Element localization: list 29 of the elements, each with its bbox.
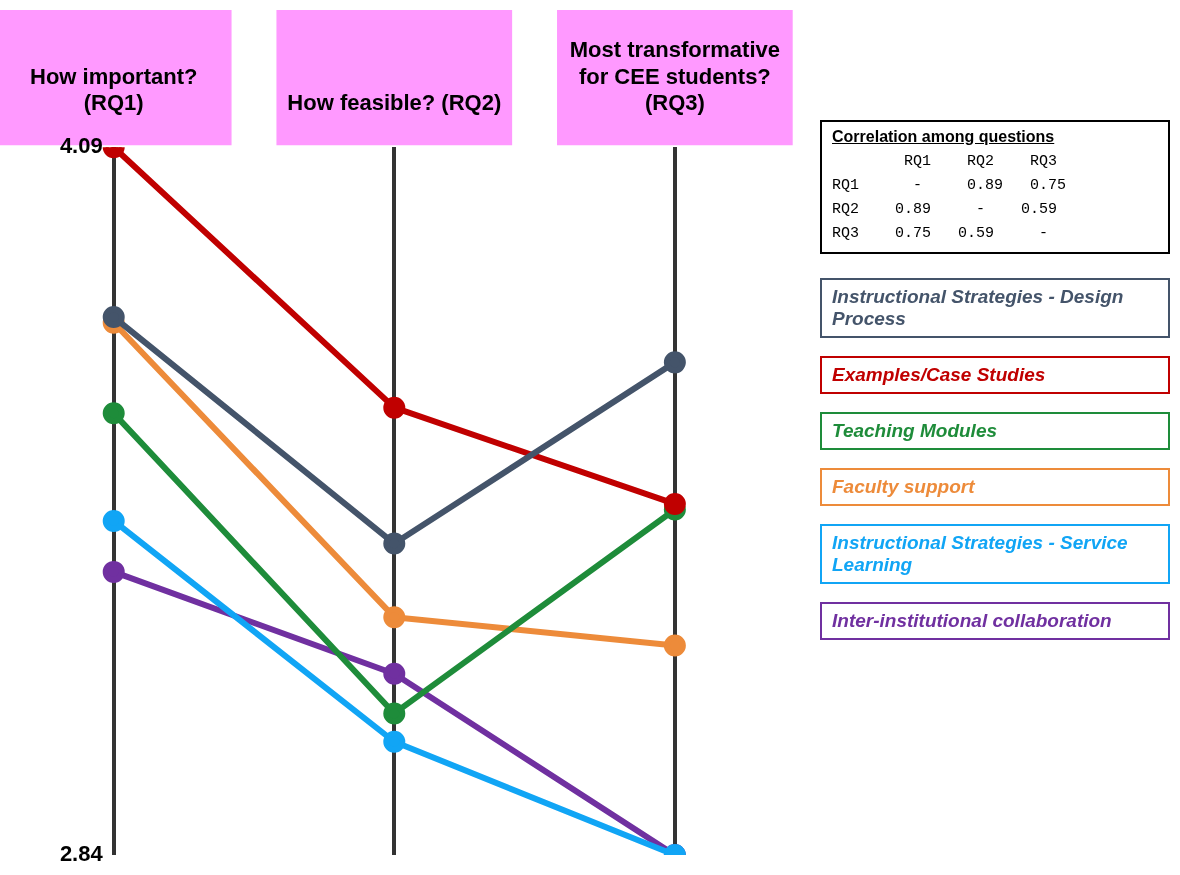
text: Examples/Case Studies xyxy=(820,356,1170,394)
point xyxy=(383,662,406,685)
x-tick-label: Most transformative for CEE students? (RQ3) xyxy=(569,37,781,116)
point xyxy=(383,702,406,725)
x-tick-label: How important? (RQ1) xyxy=(30,63,198,116)
text: Teaching Modules xyxy=(820,412,1170,450)
text: RQ3 0.75 0.59 - xyxy=(832,224,1050,244)
text: Inter-institutional collaboration xyxy=(820,602,1170,640)
text: RQ1 - 0.89 0.75 xyxy=(832,176,1068,196)
text: Instructional Strategies - Design Process xyxy=(820,278,1170,338)
y-tick-label: 4.09 xyxy=(59,133,103,159)
text: RQ1 RQ2 RQ3 xyxy=(903,152,1059,172)
point xyxy=(663,351,686,374)
text: RQ2 0.89 - 0.59 xyxy=(832,200,1059,220)
point xyxy=(102,306,125,329)
point xyxy=(102,509,125,532)
text: Faculty support xyxy=(820,468,1170,506)
text: Correlation among questions xyxy=(832,128,1056,146)
point xyxy=(663,634,686,657)
y-tick-label: 2.84 xyxy=(59,841,104,867)
point xyxy=(663,492,686,515)
point xyxy=(102,560,125,583)
point xyxy=(383,532,406,555)
point xyxy=(383,396,406,419)
point xyxy=(383,730,406,753)
point xyxy=(383,606,406,629)
text: Instructional Strategies - Service Learning xyxy=(820,524,1170,584)
x-tick-label: How feasible? (RQ2) xyxy=(287,90,502,116)
point xyxy=(102,402,125,425)
